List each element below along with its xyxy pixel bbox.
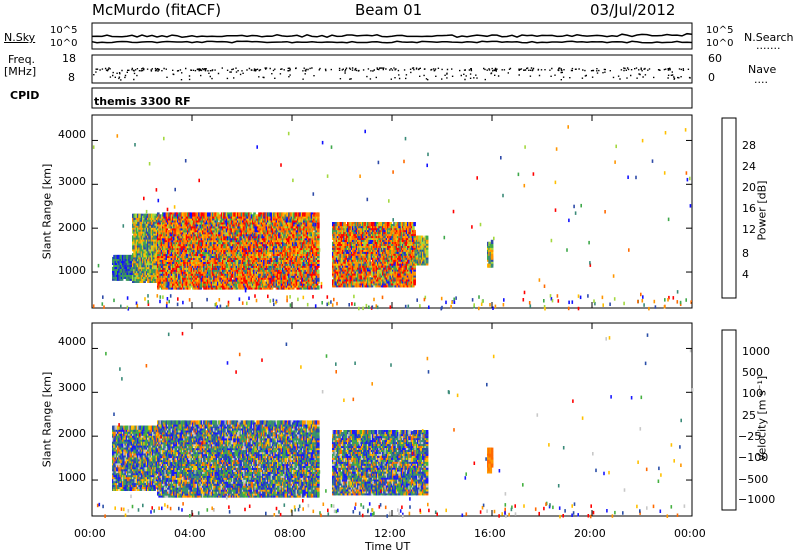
nsky-line — [91, 32, 693, 38]
data-cell — [200, 212, 204, 217]
power-cells — [92, 125, 692, 311]
cpid-panel-frame — [91, 87, 693, 109]
data-cell — [197, 249, 200, 255]
freq-panel-frame — [91, 54, 693, 84]
power-panel — [91, 114, 693, 311]
nsearch-line — [91, 40, 693, 44]
data-cell — [317, 285, 320, 290]
data-cell — [218, 214, 221, 219]
data-cell — [317, 277, 320, 282]
data-cell — [317, 212, 320, 217]
data-cell — [193, 212, 196, 217]
data-cell — [317, 240, 320, 245]
parameter-strip — [91, 22, 693, 109]
data-cell — [317, 273, 320, 278]
data-cell — [268, 220, 271, 225]
data-cell — [204, 212, 208, 217]
data-cell — [229, 277, 233, 282]
data-cell — [219, 261, 223, 266]
data-cell — [339, 222, 343, 227]
data-cell — [317, 218, 320, 223]
data-cell — [292, 267, 295, 272]
freq-nave-points — [93, 67, 691, 81]
data-cell — [317, 269, 320, 274]
data-cell — [207, 212, 210, 217]
